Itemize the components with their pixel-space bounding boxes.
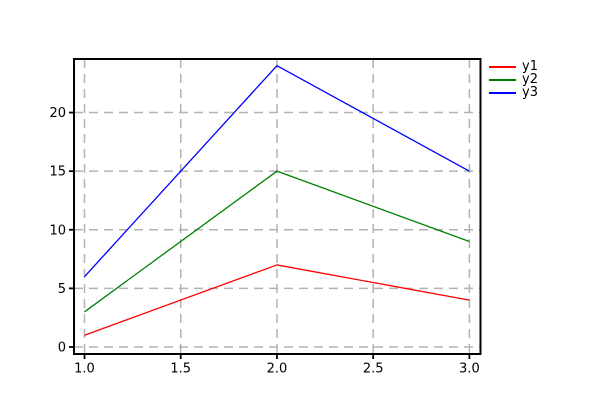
series-line-y3	[84, 65, 470, 278]
legend-marker-line	[489, 91, 516, 94]
legend: y1 y2 y3	[489, 60, 538, 99]
legend-marker-line	[489, 65, 516, 68]
series-line-y2	[84, 170, 470, 313]
legend-item-y3: y3	[489, 86, 538, 99]
plot-border	[73, 58, 482, 355]
x-tick-label: 1.5	[170, 362, 191, 377]
y-tick-label: 20	[49, 106, 66, 121]
y-tick-label: 15	[49, 165, 66, 180]
legend-label: y3	[522, 85, 538, 100]
x-tick-label: 2.5	[363, 362, 384, 377]
legend-label: y2	[522, 72, 538, 87]
legend-item-y2: y2	[489, 73, 538, 86]
x-tick-label: 3.0	[459, 362, 480, 377]
legend-marker-line	[489, 78, 516, 81]
y-tick-label: 5	[58, 282, 66, 297]
y-tick-label: 0	[58, 340, 66, 355]
legend-label: y1	[522, 59, 538, 74]
x-tick-label: 1.0	[74, 362, 95, 377]
series-line-y1	[84, 264, 470, 336]
y-tick-label: 10	[49, 223, 66, 238]
legend-item-y1: y1	[489, 60, 538, 73]
x-tick-label: 2.0	[267, 362, 288, 377]
